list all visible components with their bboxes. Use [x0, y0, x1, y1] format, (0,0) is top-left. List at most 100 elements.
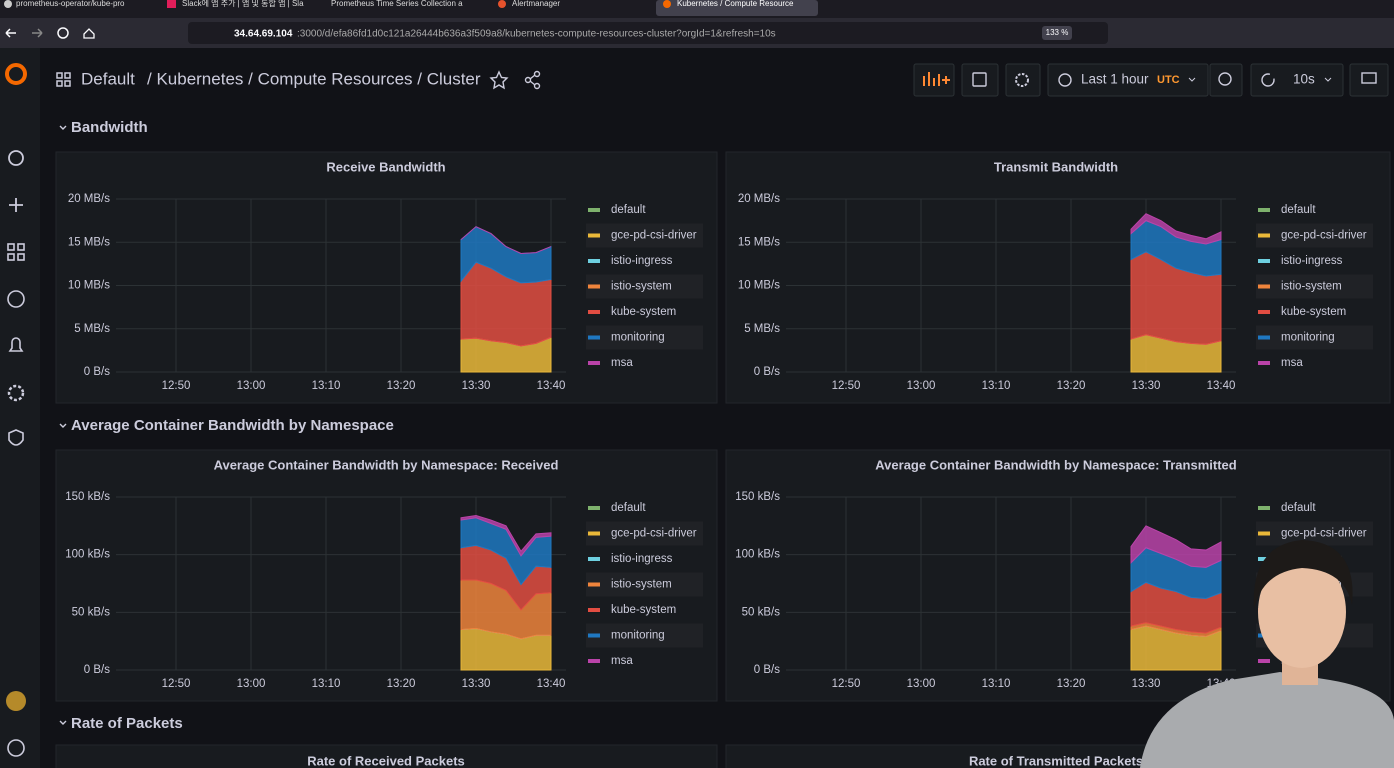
save-button[interactable] — [961, 63, 999, 97]
config-icon[interactable] — [7, 384, 25, 402]
y-tick-label: 5 MB/s — [74, 323, 110, 335]
refresh-picker[interactable] — [1250, 63, 1344, 97]
legend-label[interactable]: istio-ingress — [611, 255, 673, 267]
legend-label[interactable]: gce-pd-csi-driver — [1281, 230, 1367, 242]
dashboard-icon — [56, 72, 71, 87]
legend-label[interactable]: monitoring — [611, 630, 665, 642]
legend-label[interactable]: kube-system — [611, 306, 676, 318]
webcam-shirt — [1140, 672, 1394, 768]
legend-label[interactable]: gce-pd-csi-driver — [1281, 528, 1367, 540]
row-title[interactable]: Average Container Bandwidth by Namespace — [71, 417, 394, 434]
legend-label[interactable]: gce-pd-csi-driver — [611, 528, 697, 540]
legend-label[interactable]: default — [611, 502, 646, 514]
zoom-out-button[interactable] — [1209, 63, 1243, 97]
legend-label[interactable]: kube-system — [1281, 306, 1346, 318]
x-tick-label: 13:10 — [312, 678, 341, 690]
view-mode-button[interactable] — [1349, 63, 1389, 97]
explore-icon[interactable] — [7, 290, 25, 308]
legend-label[interactable]: monitoring — [1281, 332, 1335, 344]
x-tick-label: 13:00 — [907, 380, 936, 392]
tab[interactable]: Prometheus Time Series Collection a — [331, 0, 463, 8]
url-field[interactable] — [188, 22, 1108, 44]
tab[interactable]: Slack에 앱 추가 | 앱 및 통합 앱 | Sla — [182, 0, 304, 8]
y-tick-label: 0 B/s — [84, 366, 110, 378]
sidebar — [0, 48, 40, 768]
time-picker[interactable] — [1047, 63, 1209, 97]
legend-label[interactable]: monitoring — [611, 332, 665, 344]
legend-row-bg — [586, 223, 703, 248]
settings-button[interactable] — [1005, 63, 1041, 97]
clock-icon — [1058, 73, 1072, 87]
row-title[interactable]: Rate of Packets — [71, 715, 183, 732]
webcam-hair — [1253, 540, 1353, 610]
y-tick-label: 50 kB/s — [72, 606, 111, 618]
help-icon[interactable] — [7, 739, 25, 757]
share-button[interactable] — [524, 70, 541, 90]
legend-label[interactable]: istio-system — [611, 579, 672, 591]
legend-row-bg — [586, 274, 703, 299]
back-button[interactable] — [5, 28, 16, 38]
row-chevron[interactable] — [59, 125, 67, 130]
x-tick-label: 13:10 — [982, 678, 1011, 690]
panel-title[interactable]: Transmit Bandwidth — [994, 159, 1118, 174]
legend-label[interactable]: msa — [611, 357, 633, 369]
legend-label[interactable]: kube-system — [611, 604, 676, 616]
y-tick-label: 20 MB/s — [738, 193, 780, 205]
legend-label[interactable]: istio-ingress — [611, 553, 673, 565]
forward-button[interactable] — [32, 28, 43, 38]
row-chevron[interactable] — [59, 423, 67, 428]
star-button[interactable] — [489, 70, 509, 90]
legend-label[interactable]: msa — [611, 655, 633, 667]
create-icon[interactable] — [9, 198, 23, 212]
panel-title[interactable]: Average Container Bandwidth by Namespace… — [214, 457, 559, 472]
area-series — [1130, 525, 1222, 568]
dashboard-title[interactable]: / Kubernetes / Compute Resources / Clust… — [147, 69, 481, 88]
header-buttons — [913, 63, 1389, 97]
legend-label[interactable]: default — [611, 204, 646, 216]
row-chevron[interactable] — [59, 720, 67, 725]
zoom-badge[interactable] — [1042, 26, 1072, 40]
tab[interactable]: Alertmanager — [512, 0, 560, 8]
panel-title[interactable]: Rate of Transmitted Packets — [969, 753, 1143, 768]
x-tick-label: 13:30 — [1132, 678, 1161, 690]
grafana-logo[interactable] — [5, 63, 27, 85]
reload-button[interactable] — [57, 27, 69, 39]
row-title[interactable]: Bandwidth — [71, 119, 148, 136]
legend-label[interactable]: istio-system — [1281, 281, 1342, 293]
tab[interactable]: prometheus-operator/kube-pro — [16, 0, 125, 8]
x-tick-label: 13:20 — [1057, 678, 1086, 690]
legend-label[interactable]: default — [1281, 502, 1316, 514]
panel-title[interactable]: Rate of Received Packets — [307, 753, 465, 768]
area-series — [460, 226, 552, 255]
legend-label[interactable]: msa — [1281, 357, 1303, 369]
x-tick-label: 12:50 — [162, 380, 191, 392]
charts: Receive Bandwidth 0 B/s 5 MB/s 10 MB/s 15 MB… — [55, 151, 1391, 702]
tab[interactable]: Kubernetes / Compute Resource — [677, 0, 794, 8]
user-avatar[interactable] — [6, 691, 26, 711]
alerting-icon[interactable] — [8, 337, 24, 352]
panel-title[interactable]: Receive Bandwidth — [326, 159, 445, 174]
y-tick-label: 20 MB/s — [68, 193, 110, 205]
x-tick-label: 13:20 — [387, 380, 416, 392]
x-tick-label: 13:40 — [1207, 380, 1236, 392]
zoom-level: 133 % — [1046, 28, 1069, 37]
time-range: Last 1 hour — [1081, 72, 1149, 87]
refresh-icon — [1261, 73, 1275, 87]
y-tick-label: 5 MB/s — [744, 323, 780, 335]
x-tick-label: 13:30 — [1132, 380, 1161, 392]
admin-icon[interactable] — [8, 429, 24, 446]
search-icon[interactable] — [8, 150, 24, 166]
legend-label[interactable]: gce-pd-csi-driver — [611, 230, 697, 242]
tv-icon — [1361, 72, 1377, 84]
x-tick-label: 13:20 — [387, 678, 416, 690]
legend-row-bg — [586, 572, 703, 597]
folder-link[interactable]: Default — [81, 69, 135, 88]
legend-label[interactable]: istio-ingress — [1281, 255, 1343, 267]
y-tick-label: 10 MB/s — [738, 280, 780, 292]
dashboards-icon[interactable] — [7, 243, 25, 261]
home-button[interactable] — [83, 28, 95, 39]
legend-label[interactable]: istio-system — [611, 281, 672, 293]
panel-title[interactable]: Average Container Bandwidth by Namespace… — [875, 457, 1237, 472]
legend-label[interactable]: default — [1281, 204, 1316, 216]
